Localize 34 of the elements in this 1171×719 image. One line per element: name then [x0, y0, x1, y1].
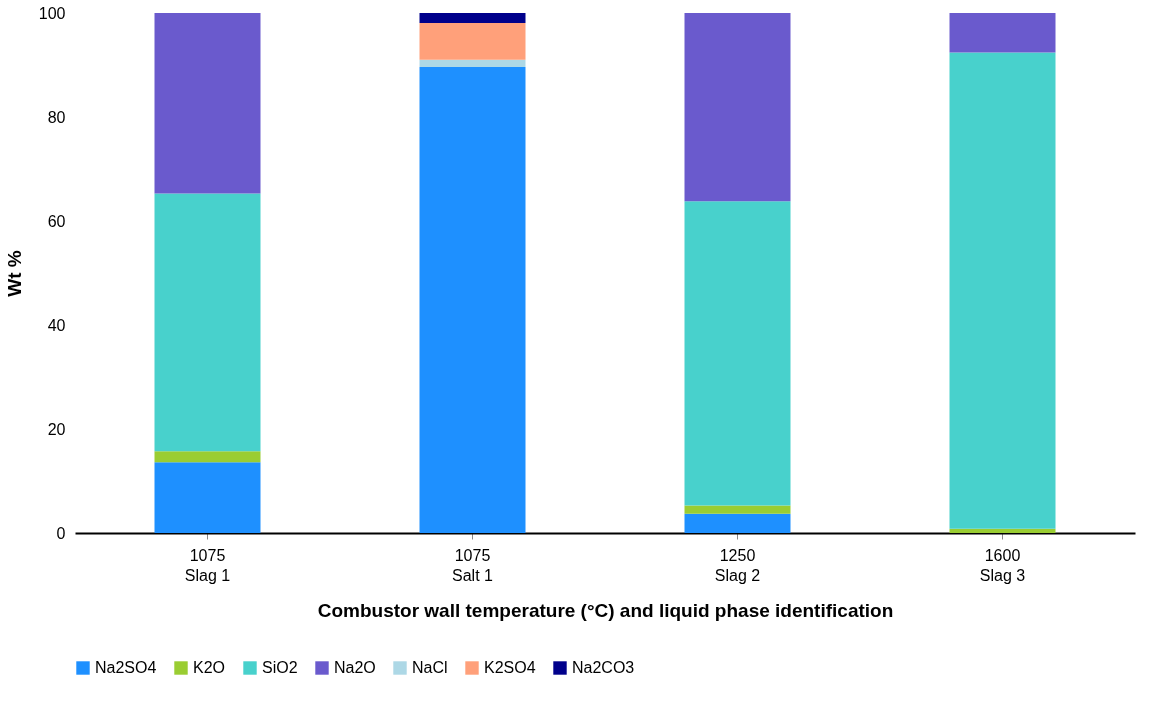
y-tick-label: 0	[56, 524, 66, 542]
y-tick-label: 100	[38, 4, 66, 22]
x-tick-label: 1075 Slag 1	[184, 546, 231, 584]
y-tick-label: 80	[47, 108, 66, 126]
bar	[419, 59, 526, 68]
legend-label: K2O	[193, 659, 226, 676]
bar	[154, 13, 261, 194]
bar	[154, 451, 261, 463]
x-axis-title: Combustor wall temperature (°C) and liquid phase identification	[317, 599, 894, 621]
bar	[419, 22, 526, 60]
bar	[949, 13, 1056, 53]
bar	[419, 13, 526, 23]
bar	[154, 193, 261, 452]
bar	[419, 67, 526, 533]
x-tick-label: 1250 Slag 2	[714, 546, 761, 584]
legend-label: Na2SO4	[95, 659, 157, 676]
bar	[684, 201, 791, 506]
legend-label: NaCl	[412, 659, 448, 676]
x-tick-label: 1600 Slag 3	[979, 546, 1026, 584]
legend-label: K2SO4	[484, 659, 536, 676]
legend-label: SiO2	[262, 659, 298, 676]
bar	[949, 52, 1056, 529]
y-tick-label: 20	[47, 420, 66, 438]
y-tick-label: 40	[47, 316, 66, 334]
legend-label: Na2CO3	[572, 659, 635, 676]
bar	[684, 513, 791, 533]
y-tick-label: 60	[47, 212, 66, 230]
x-tick-label: 1075 Salt 1	[452, 546, 494, 584]
bar	[154, 462, 261, 533]
bar	[684, 505, 791, 514]
y-axis-title: Wt %	[3, 250, 25, 297]
bar	[684, 13, 791, 202]
bar	[949, 528, 1056, 533]
legend-label: Na2O	[334, 659, 376, 676]
